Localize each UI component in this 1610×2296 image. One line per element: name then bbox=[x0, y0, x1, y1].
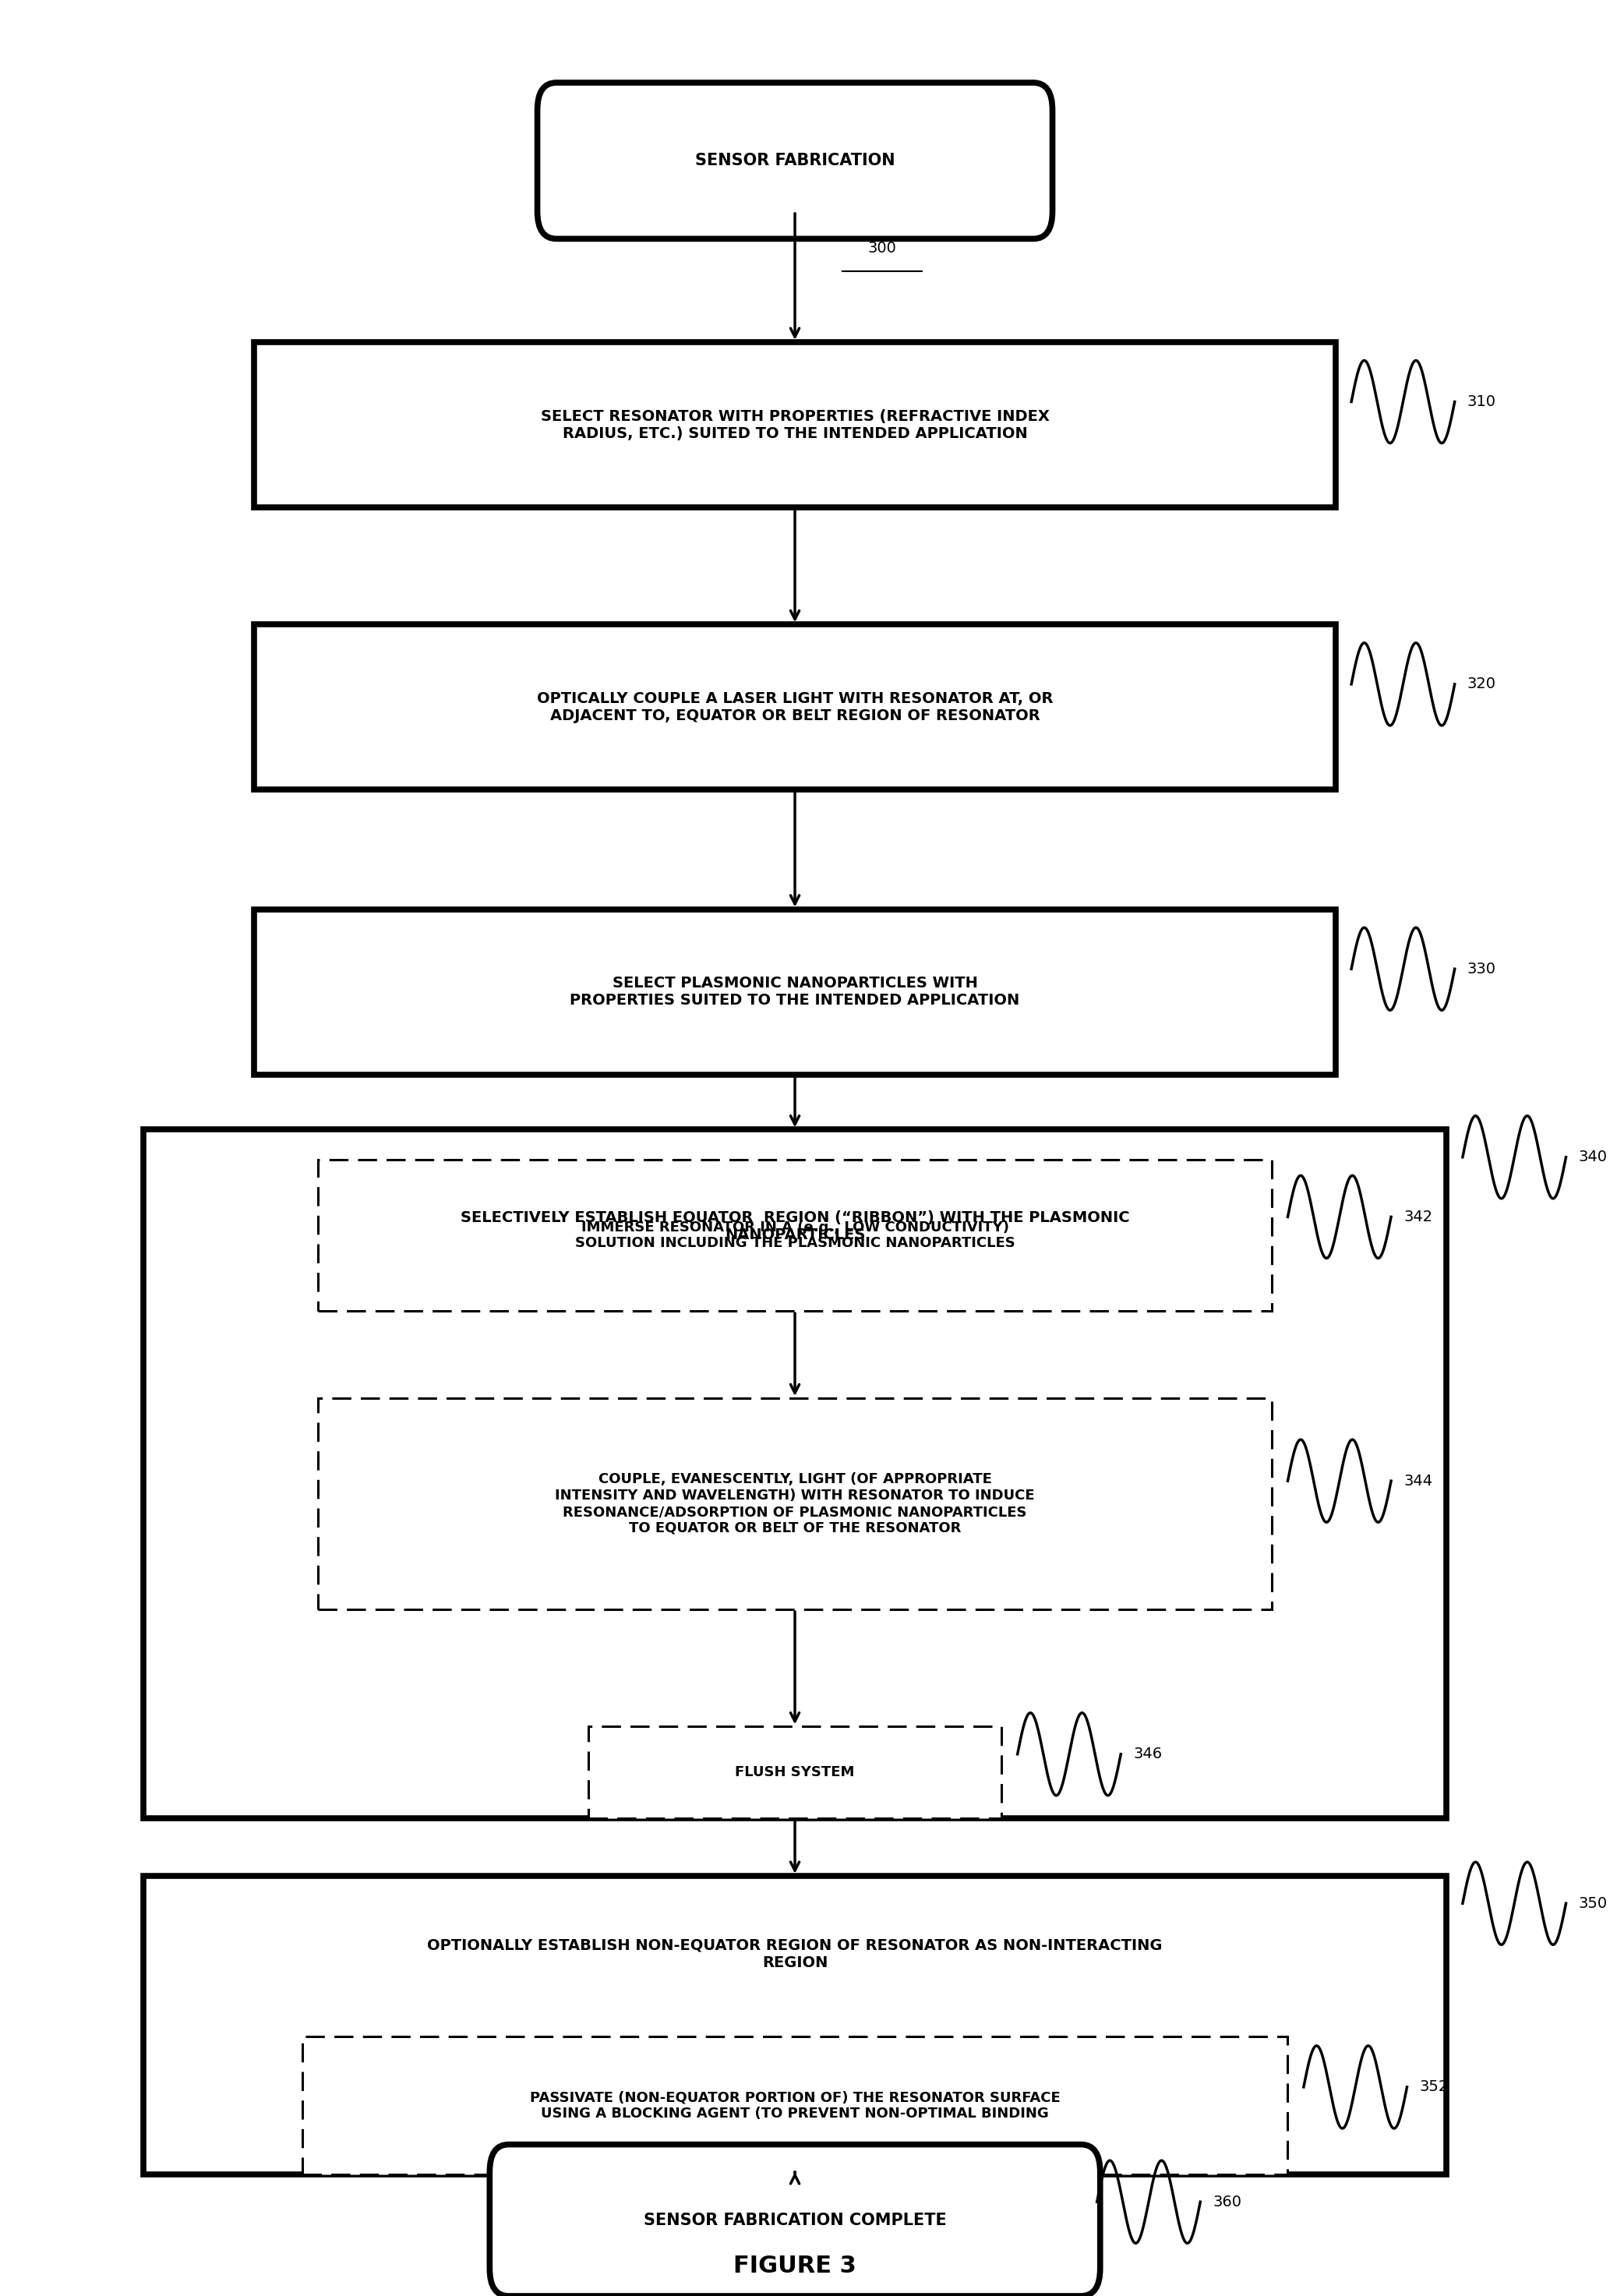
Text: SELECT PLASMONIC NANOPARTICLES WITH
PROPERTIES SUITED TO THE INTENDED APPLICATIO: SELECT PLASMONIC NANOPARTICLES WITH PROP… bbox=[570, 976, 1019, 1008]
Text: OPTICALLY COUPLE A LASER LIGHT WITH RESONATOR AT, OR
ADJACENT TO, EQUATOR OR BEL: OPTICALLY COUPLE A LASER LIGHT WITH RESO… bbox=[536, 691, 1053, 723]
Text: 300: 300 bbox=[868, 241, 897, 255]
Text: COUPLE, EVANESCENTLY, LIGHT (OF APPROPRIATE
INTENSITY AND WAVELENGTH) WITH RESON: COUPLE, EVANESCENTLY, LIGHT (OF APPROPRI… bbox=[555, 1472, 1035, 1536]
Text: OPTIONALLY ESTABLISH NON-EQUATOR REGION OF RESONATOR AS NON-INTERACTING
REGION: OPTIONALLY ESTABLISH NON-EQUATOR REGION … bbox=[427, 1938, 1162, 1970]
Text: SENSOR FABRICATION COMPLETE: SENSOR FABRICATION COMPLETE bbox=[644, 2213, 947, 2227]
Bar bbox=[588, 1727, 1001, 1818]
Text: 320: 320 bbox=[1467, 677, 1496, 691]
Bar bbox=[317, 1398, 1272, 1609]
Text: 352: 352 bbox=[1420, 2080, 1449, 2094]
Text: FIGURE 3: FIGURE 3 bbox=[734, 2255, 857, 2278]
Text: 360: 360 bbox=[1212, 2195, 1241, 2209]
Text: SELECTIVELY ESTABLISH EQUATOR  REGION (“RIBBON”) WITH THE PLASMONIC
NANOPARTICLE: SELECTIVELY ESTABLISH EQUATOR REGION (“R… bbox=[460, 1210, 1130, 1242]
FancyBboxPatch shape bbox=[538, 83, 1053, 239]
Text: SENSOR FABRICATION: SENSOR FABRICATION bbox=[696, 154, 895, 168]
Bar bbox=[254, 342, 1335, 507]
Text: SELECT RESONATOR WITH PROPERTIES (REFRACTIVE INDEX
RADIUS, ETC.) SUITED TO THE I: SELECT RESONATOR WITH PROPERTIES (REFRAC… bbox=[541, 409, 1050, 441]
Text: PASSIVATE (NON-EQUATOR PORTION OF) THE RESONATOR SURFACE
USING A BLOCKING AGENT : PASSIVATE (NON-EQUATOR PORTION OF) THE R… bbox=[530, 2089, 1059, 2122]
Bar bbox=[143, 1876, 1447, 2174]
Text: FLUSH SYSTEM: FLUSH SYSTEM bbox=[736, 1766, 855, 1779]
Bar bbox=[317, 1159, 1272, 1311]
Bar bbox=[254, 625, 1335, 790]
Bar bbox=[254, 909, 1335, 1075]
Text: IMMERSE RESONATOR IN A (e.g., LOW CONDUCTIVITY)
SOLUTION INCLUDING THE PLASMONIC: IMMERSE RESONATOR IN A (e.g., LOW CONDUC… bbox=[575, 1219, 1014, 1251]
Text: 350: 350 bbox=[1579, 1896, 1608, 1910]
Text: 330: 330 bbox=[1467, 962, 1496, 976]
Text: 342: 342 bbox=[1404, 1210, 1433, 1224]
Text: 344: 344 bbox=[1404, 1474, 1433, 1488]
Text: 310: 310 bbox=[1467, 395, 1496, 409]
Bar bbox=[143, 1130, 1447, 1818]
Text: 340: 340 bbox=[1579, 1150, 1607, 1164]
FancyBboxPatch shape bbox=[489, 2144, 1100, 2296]
Text: 346: 346 bbox=[1133, 1747, 1162, 1761]
Bar bbox=[303, 2037, 1288, 2174]
